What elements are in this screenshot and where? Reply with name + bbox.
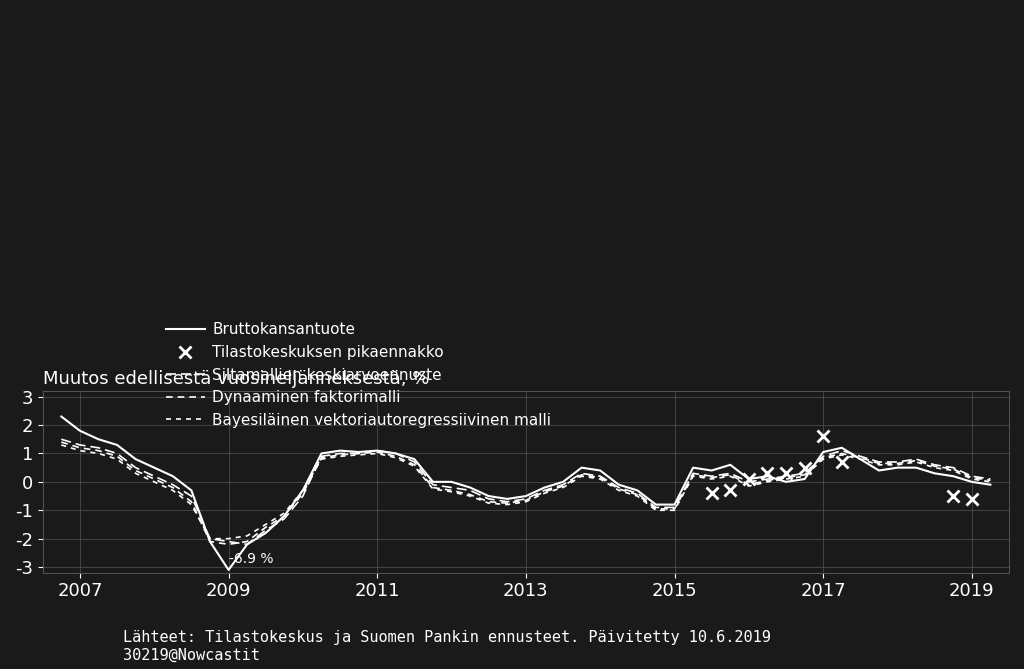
Text: Muutos edellisestä vuosineljänneksestä, %: Muutos edellisestä vuosineljänneksestä, … (43, 370, 429, 388)
Text: Lähteet: Tilastokeskus ja Suomen Pankin ennusteet. Päivitetty 10.6.2019
30219@No: Lähteet: Tilastokeskus ja Suomen Pankin … (123, 630, 771, 662)
Bayesiläinen vektoriautoregressiivinen malli (966, 475, 978, 483)
Tilastokeskuksen pikaennakko (761, 470, 773, 478)
Tilastokeskuksen pikaennakko (780, 470, 793, 478)
Bruttokansantuote (966, 478, 978, 486)
Bayesiläinen vektoriautoregressiivinen malli (742, 482, 755, 490)
Siltamallien keskiarvoennuste (279, 514, 291, 522)
Siltamallien keskiarvoennuste (371, 447, 383, 455)
Legend: Bruttokansantuote, Tilastokeskuksen pikaennakko, Siltamallien keskiarvoennuste, : Bruttokansantuote, Tilastokeskuksen pika… (166, 322, 551, 427)
Bruttokansantuote (687, 464, 699, 472)
Bruttokansantuote (222, 566, 234, 574)
Siltamallien keskiarvoennuste (742, 478, 755, 486)
Siltamallien keskiarvoennuste (687, 470, 699, 478)
Dynaaminen faktorimalli (687, 471, 699, 479)
Dynaaminen faktorimalli (966, 474, 978, 482)
Line: Siltamallien keskiarvoennuste: Siltamallien keskiarvoennuste (61, 440, 990, 545)
Dynaaminen faktorimalli (279, 512, 291, 520)
Siltamallien keskiarvoennuste (55, 436, 68, 444)
Bayesiläinen vektoriautoregressiivinen malli (352, 451, 365, 459)
Dynaaminen faktorimalli (371, 448, 383, 456)
Dynaaminen faktorimalli (55, 438, 68, 446)
Line: Bruttokansantuote: Bruttokansantuote (61, 417, 990, 570)
Bruttokansantuote (371, 447, 383, 455)
Bayesiläinen vektoriautoregressiivinen malli (279, 509, 291, 517)
Siltamallien keskiarvoennuste (241, 541, 253, 549)
Line: Tilastokeskuksen pikaennakko: Tilastokeskuksen pikaennakko (707, 431, 977, 504)
Siltamallien keskiarvoennuste (984, 475, 996, 483)
Line: Dynaaminen faktorimalli: Dynaaminen faktorimalli (61, 442, 990, 545)
Bayesiläinen vektoriautoregressiivinen malli (204, 535, 216, 543)
Tilastokeskuksen pikaennakko (947, 492, 959, 500)
Bayesiläinen vektoriautoregressiivinen malli (371, 450, 383, 458)
Siltamallien keskiarvoennuste (966, 472, 978, 480)
Dynaaminen faktorimalli (984, 476, 996, 484)
Dynaaminen faktorimalli (352, 450, 365, 458)
Dynaaminen faktorimalli (222, 541, 234, 549)
Tilastokeskuksen pikaennakko (836, 458, 848, 466)
Dynaaminen faktorimalli (742, 481, 755, 489)
Bruttokansantuote (742, 475, 755, 483)
Siltamallien keskiarvoennuste (352, 450, 365, 458)
Bruttokansantuote (352, 448, 365, 456)
Line: Bayesiläinen vektoriautoregressiivinen malli: Bayesiläinen vektoriautoregressiivinen m… (61, 445, 990, 539)
Tilastokeskuksen pikaennakko (966, 495, 978, 503)
Bayesiläinen vektoriautoregressiivinen malli (55, 441, 68, 449)
Bruttokansantuote (984, 481, 996, 489)
Bayesiläinen vektoriautoregressiivinen malli (687, 472, 699, 480)
Tilastokeskuksen pikaennakko (817, 432, 829, 440)
Tilastokeskuksen pikaennakko (724, 486, 736, 494)
Text: -6.9 %: -6.9 % (228, 552, 273, 566)
Tilastokeskuksen pikaennakko (799, 464, 811, 472)
Bruttokansantuote (279, 512, 291, 520)
Tilastokeskuksen pikaennakko (742, 475, 755, 483)
Tilastokeskuksen pikaennakko (706, 489, 718, 497)
Bruttokansantuote (55, 413, 68, 421)
Bayesiläinen vektoriautoregressiivinen malli (984, 478, 996, 486)
